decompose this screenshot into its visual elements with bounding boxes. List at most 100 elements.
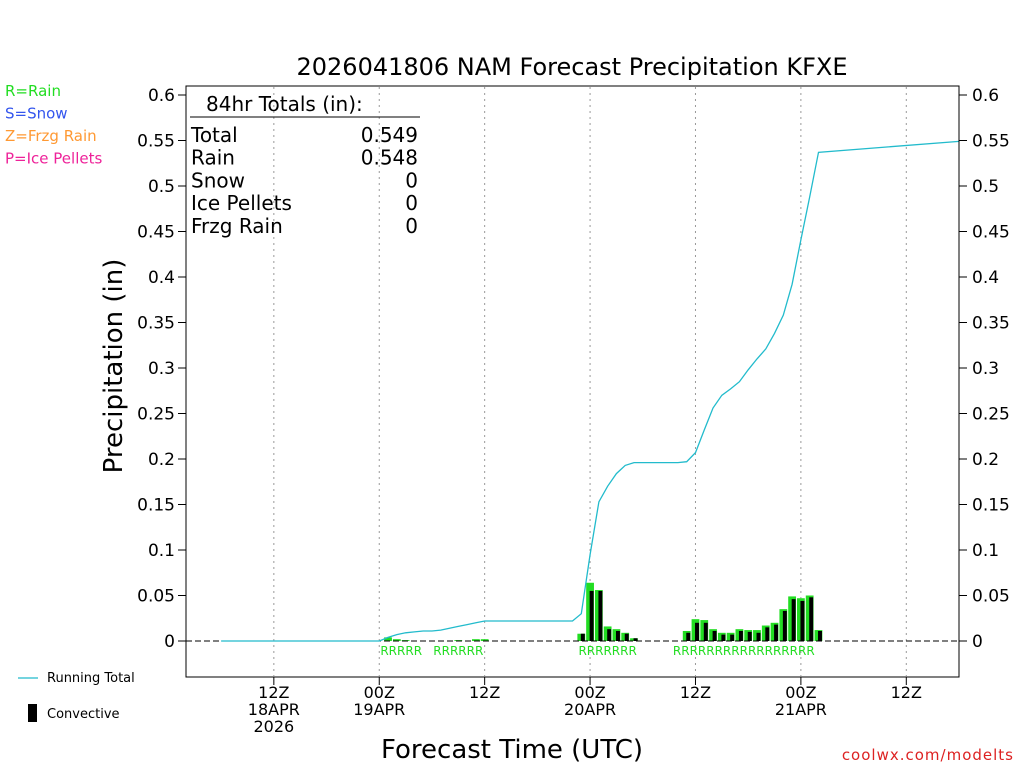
plot-frame [185, 85, 960, 678]
ytick-label-right-10: 0.1 [972, 541, 999, 561]
totals-header: 84hr Totals (in): [206, 92, 363, 116]
bar-convective-19 [738, 630, 743, 641]
bar-convective-9 [607, 629, 612, 641]
bar-convective-21 [756, 632, 761, 641]
ytick-label-left-8: 0.2 [148, 450, 175, 470]
xtick-label-6-0: 12Z [891, 683, 922, 702]
totals-box: 84hr Totals (in): Total 0.549 Rain 0.548 Sno… [190, 92, 420, 238]
bar-convective-28 [818, 630, 822, 641]
xtick-label-1-0: 00Z [364, 683, 395, 702]
totals-label-4: Frzg Rain [191, 214, 283, 238]
ytick-label-left-7: 0.25 [137, 405, 175, 425]
bar-total-0 [384, 637, 392, 641]
totals-value-1: 0.548 [361, 146, 418, 170]
ytick-label-left-12: 0 [164, 632, 175, 652]
running-total-line [221, 140, 960, 642]
ytick-label-right-4: 0.4 [972, 268, 999, 288]
totals-value-3: 0 [405, 191, 418, 215]
bar-convective-13 [686, 632, 691, 641]
gridlines [273, 87, 907, 676]
xtick-label-0-2: 2026 [253, 717, 294, 736]
legend-ptype-2: Z=Frzg Rain [5, 127, 97, 145]
ytick-label-left-10: 0.1 [148, 541, 175, 561]
bar-total-1 [392, 639, 401, 641]
ytick-label-left-3: 0.45 [137, 223, 175, 243]
totals-label-3: Ice Pellets [191, 191, 292, 215]
ytick-label-right-5: 0.35 [972, 314, 1010, 334]
legend-ptype-0: R=Rain [5, 82, 61, 100]
ytick-label-right-7: 0.25 [972, 405, 1010, 425]
bar-convective-25 [791, 599, 796, 641]
bar-convective-20 [747, 631, 752, 641]
bar-total-4 [471, 639, 480, 641]
bar-convective-6 [580, 633, 585, 641]
bars [384, 582, 823, 641]
ytick-label-left-11: 0.05 [137, 587, 175, 607]
legend-running-label: Running Total [47, 671, 135, 686]
totals-rows: Total 0.549 Rain 0.548 Snow 0 Ice Pellets 0 Frzg… [190, 123, 418, 238]
totals-label-2: Snow [191, 168, 245, 192]
ptype-label-0: RRRRR [380, 644, 422, 658]
ptype-label-2: RRRRRRR [578, 644, 636, 658]
ytick-label-right-3: 0.45 [972, 223, 1010, 243]
xtick-label-0-0: 12Z [258, 683, 289, 702]
bar-total-5 [480, 639, 489, 641]
bar-convective-15 [703, 622, 708, 641]
x-axis-label: Forecast Time (UTC) [381, 735, 643, 765]
ytick-label-left-6: 0.3 [148, 359, 175, 379]
totals-label-0: Total [190, 123, 238, 147]
bar-convective-8 [598, 590, 603, 641]
ytick-label-right-11: 0.05 [972, 587, 1010, 607]
ptype-legend: R=Rain S=Snow Z=Frzg Rain P=Ice Pellets [5, 82, 102, 168]
bar-convective-24 [782, 610, 787, 641]
y-axis-right: 0.6 0.55 0.5 0.45 0.4 0.35 0.3 0.25 0.2 0.15 0.1 0.… [959, 86, 1010, 652]
bar-convective-7 [589, 590, 594, 641]
bar-convective-16 [712, 630, 717, 641]
ytick-label-right-8: 0.2 [972, 450, 999, 470]
totals-value-4: 0 [405, 214, 418, 238]
series-legend: Running Total Convective [18, 671, 135, 722]
ytick-label-right-12: 0 [972, 632, 983, 652]
xtick-label-2-0: 12Z [469, 683, 500, 702]
ytick-label-left-2: 0.5 [148, 177, 175, 197]
bar-convective-27 [809, 597, 814, 641]
xtick-label-5-1: 21APR [775, 700, 827, 719]
ytick-label-right-2: 0.5 [972, 177, 999, 197]
ytick-label-left-0: 0.6 [148, 86, 175, 106]
ytick-label-right-1: 0.55 [972, 132, 1010, 152]
ytick-label-left-9: 0.15 [137, 496, 175, 516]
xtick-label-1-1: 19APR [353, 700, 405, 719]
bar-convective-22 [765, 627, 770, 641]
legend-convective-swatch [28, 704, 37, 722]
plot-area [185, 85, 960, 678]
ptype-label-1: RRRRRR [433, 644, 483, 658]
y-axis-label: Precipitation (in) [99, 259, 129, 474]
totals-value-2: 0 [405, 168, 418, 192]
bar-convective-18 [730, 634, 735, 641]
bar-convective-23 [774, 624, 779, 641]
ptype-labels: RRRRR RRRRRR RRRRRRR RRRRRRRRRRRRRRRRR [380, 644, 814, 658]
totals-value-0: 0.549 [361, 123, 418, 147]
chart-title: 2026041806 NAM Forecast Precipitation KF… [296, 53, 847, 81]
bar-convective-17 [721, 634, 726, 641]
totals-label-1: Rain [191, 146, 235, 170]
ytick-label-left-5: 0.35 [137, 314, 175, 334]
legend-ptype-3: P=Ice Pellets [5, 150, 102, 168]
xtick-label-3-0: 00Z [574, 683, 605, 702]
xtick-label-3-1: 20APR [564, 700, 616, 719]
footer-site: coolwx.com/modelts [842, 746, 1014, 764]
ytick-label-right-6: 0.3 [972, 359, 999, 379]
bar-convective-12 [633, 638, 638, 641]
y-axis-left: 0.6 0.55 0.5 0.45 0.4 0.35 0.3 0.25 0.2 0.15 0.1 0.… [137, 86, 186, 652]
ytick-label-right-9: 0.15 [972, 496, 1010, 516]
bar-convective-14 [695, 622, 699, 641]
legend-ptype-1: S=Snow [5, 105, 68, 123]
bar-convective-26 [800, 600, 805, 641]
bar-convective-11 [624, 633, 629, 641]
bar-convective-10 [615, 630, 620, 641]
ytick-label-left-1: 0.55 [137, 132, 175, 152]
xtick-label-4-0: 12Z [680, 683, 711, 702]
xtick-label-5-0: 00Z [785, 683, 816, 702]
